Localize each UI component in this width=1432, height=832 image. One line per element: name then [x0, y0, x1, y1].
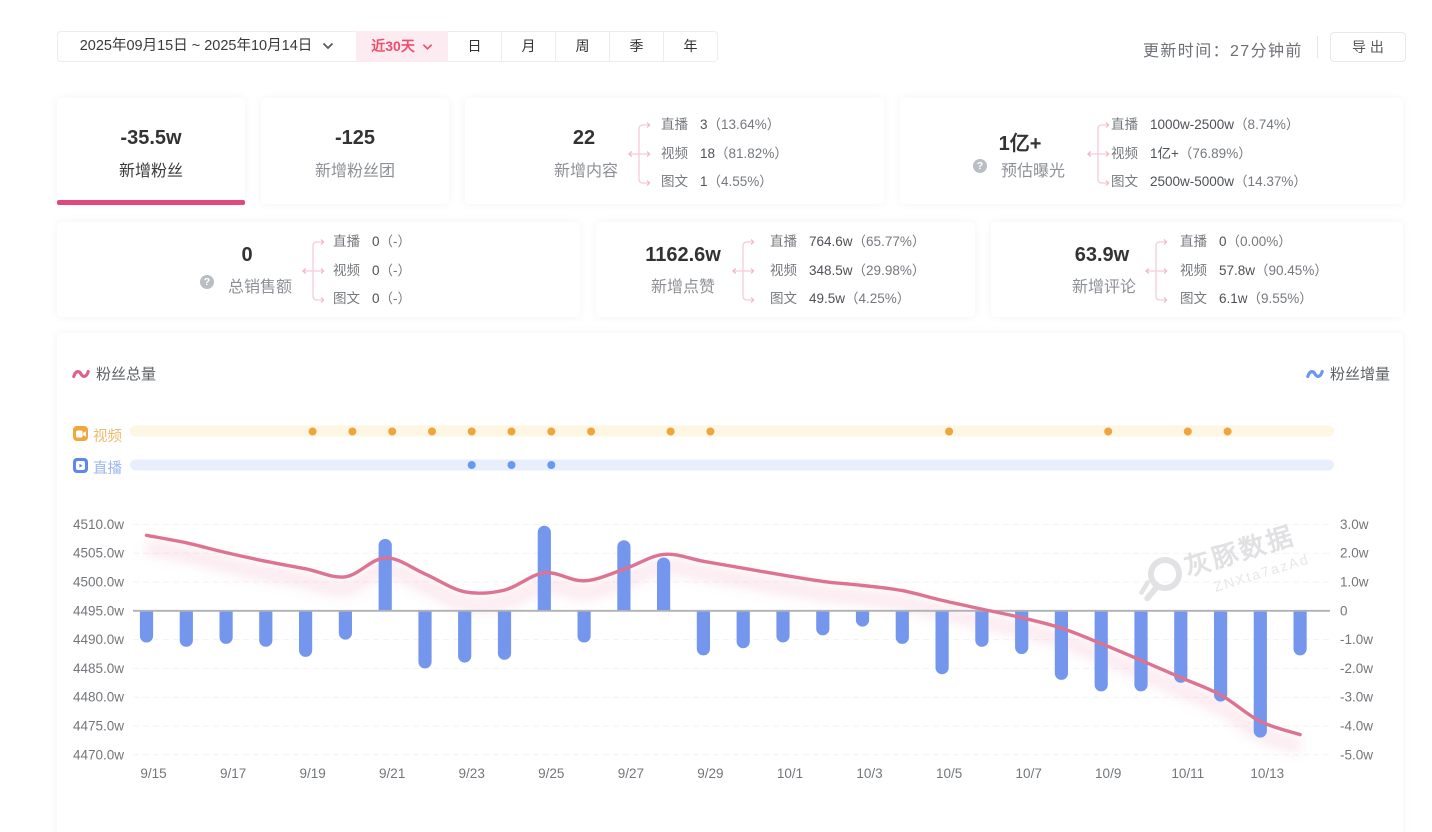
svg-text:-1.0w: -1.0w: [1340, 632, 1373, 647]
svg-text:10/1: 10/1: [777, 766, 803, 781]
svg-text:10/9: 10/9: [1095, 766, 1121, 781]
svg-text:0: 0: [1340, 603, 1348, 618]
svg-text:4500.0w: 4500.0w: [73, 575, 124, 590]
svg-text:-4.0w: -4.0w: [1340, 719, 1373, 734]
svg-text:4485.0w: 4485.0w: [73, 661, 124, 676]
svg-text:-5.0w: -5.0w: [1340, 747, 1373, 762]
svg-text:9/19: 9/19: [299, 766, 325, 781]
svg-text:9/29: 9/29: [697, 766, 723, 781]
svg-text:4470.0w: 4470.0w: [73, 747, 124, 762]
svg-text:9/21: 9/21: [379, 766, 405, 781]
svg-text:9/23: 9/23: [459, 766, 485, 781]
svg-text:2.0w: 2.0w: [1340, 546, 1369, 561]
svg-text:4475.0w: 4475.0w: [73, 719, 124, 734]
svg-text:10/3: 10/3: [856, 766, 882, 781]
svg-text:9/25: 9/25: [538, 766, 564, 781]
svg-text:-2.0w: -2.0w: [1340, 661, 1373, 676]
svg-text:9/15: 9/15: [140, 766, 166, 781]
svg-text:10/7: 10/7: [1016, 766, 1042, 781]
svg-text:4495.0w: 4495.0w: [73, 603, 124, 618]
svg-text:9/17: 9/17: [220, 766, 246, 781]
svg-text:10/11: 10/11: [1171, 766, 1204, 781]
svg-text:3.0w: 3.0w: [1340, 517, 1369, 532]
svg-text:10/13: 10/13: [1250, 766, 1284, 781]
svg-text:4505.0w: 4505.0w: [73, 546, 124, 561]
svg-text:10/5: 10/5: [936, 766, 962, 781]
svg-text:1.0w: 1.0w: [1340, 575, 1369, 590]
svg-text:9/27: 9/27: [618, 766, 644, 781]
svg-text:4480.0w: 4480.0w: [73, 690, 124, 705]
svg-text:4490.0w: 4490.0w: [73, 632, 124, 647]
svg-text:4510.0w: 4510.0w: [73, 517, 124, 532]
svg-text:-3.0w: -3.0w: [1340, 690, 1373, 705]
